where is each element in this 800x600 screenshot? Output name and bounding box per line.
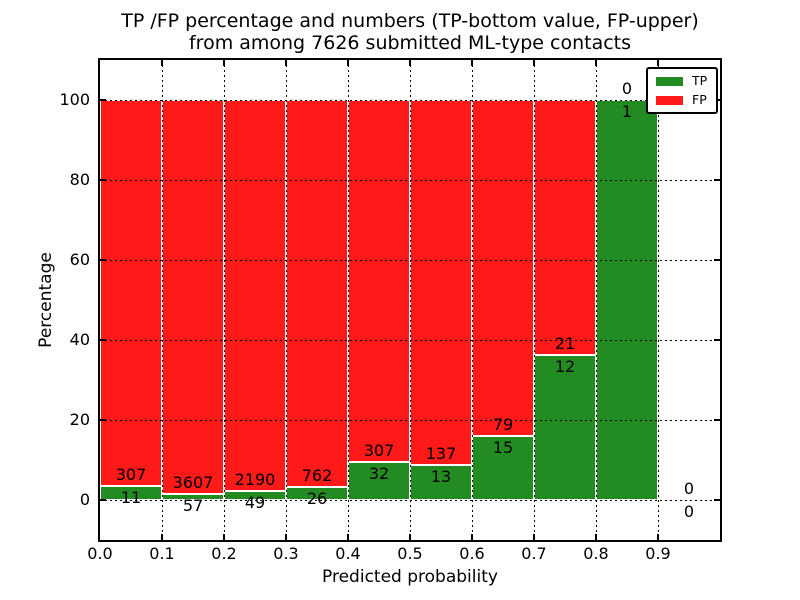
x-tick-label-0.4: 0.4 xyxy=(335,544,361,563)
x-tick-label-0.6: 0.6 xyxy=(459,544,485,563)
tick-mark-bottom xyxy=(409,534,411,540)
x-axis-label: Predicted probability xyxy=(322,567,498,587)
tick-mark-bottom xyxy=(285,534,287,540)
bar-segment-fp-0.2-0.3 xyxy=(224,100,286,492)
y-tick-label-40: 40 xyxy=(69,330,90,349)
tick-mark-left xyxy=(100,339,106,341)
tick-mark-top xyxy=(471,60,473,66)
annotation-tp-count-0.9-1.0: 0 xyxy=(683,502,695,521)
tick-mark-top xyxy=(595,60,597,66)
annotation-tp-count-0.8-0.9: 1 xyxy=(621,102,633,121)
legend-label-tp: TP xyxy=(692,73,708,88)
chart-title-line1: TP /FP percentage and numbers (TP-bottom… xyxy=(121,10,699,32)
gridline-x-0.9 xyxy=(657,60,659,540)
tick-mark-right xyxy=(714,339,720,341)
bar-segment-fp-0.4-0.5 xyxy=(348,100,410,463)
tick-mark-left xyxy=(100,179,106,181)
tick-mark-top xyxy=(223,60,225,66)
annotation-fp-count-0.2-0.3: 2190 xyxy=(234,470,276,490)
chart-title: TP /FP percentage and numbers (TP-bottom… xyxy=(100,10,720,54)
gridline-x-0.4 xyxy=(347,60,349,540)
gridline-x-0.6 xyxy=(471,60,473,540)
tick-mark-left xyxy=(100,419,106,421)
annotation-tp-count-0.4-0.5: 32 xyxy=(368,464,390,484)
tick-mark-top xyxy=(409,60,411,66)
tick-mark-left xyxy=(100,499,106,501)
tick-mark-bottom xyxy=(347,534,349,540)
plot-area: TP FP 307 11 3607 57 2190 49 762 26 307 32 137 13 79 1… xyxy=(98,58,722,542)
tick-mark-bottom xyxy=(533,534,535,540)
annotation-tp-count-0.2-0.3: 49 xyxy=(244,493,266,513)
annotation-fp-count-0.4-0.5: 307 xyxy=(363,441,395,461)
tick-mark-top xyxy=(285,60,287,66)
x-tick-label-0.1: 0.1 xyxy=(149,544,175,563)
tick-mark-right xyxy=(714,419,720,421)
gridline-x-0.5 xyxy=(409,60,411,540)
y-tick-label-0: 0 xyxy=(79,490,90,509)
bar-segment-fp-0.0-0.1 xyxy=(100,100,162,487)
annotation-tp-count-0.5-0.6: 13 xyxy=(430,467,452,487)
annotation-fp-count-0.6-0.7: 79 xyxy=(492,415,514,435)
annotation-fp-count-0.7-0.8: 21 xyxy=(554,333,576,353)
x-tick-label-0.7: 0.7 xyxy=(521,544,547,563)
x-tick-label-0.9: 0.9 xyxy=(645,544,671,563)
tick-mark-top xyxy=(657,60,659,66)
x-tick-label-0.3: 0.3 xyxy=(273,544,299,563)
legend-entry-fp: FP xyxy=(656,92,707,107)
tick-mark-left xyxy=(100,259,106,261)
bar-segment-fp-0.5-0.6 xyxy=(410,100,472,466)
annotation-tp-count-0.1-0.2: 57 xyxy=(182,495,204,515)
annotation-fp-count-0.8-0.9: 0 xyxy=(621,79,633,98)
legend: TP FP xyxy=(646,67,719,114)
chart-title-line2: from among 7626 submitted ML-type contac… xyxy=(188,32,632,54)
tick-mark-bottom xyxy=(595,534,597,540)
x-tick-label-0.0: 0.0 xyxy=(87,544,113,563)
tick-mark-bottom xyxy=(161,534,163,540)
tick-mark-left xyxy=(100,99,106,101)
legend-swatch-tp-icon xyxy=(656,76,683,86)
bar-segment-fp-0.3-0.4 xyxy=(286,100,348,487)
annotation-fp-count-0.0-0.1: 307 xyxy=(115,465,147,485)
annotation-tp-count-0.6-0.7: 15 xyxy=(492,438,514,458)
tick-mark-right xyxy=(714,179,720,181)
bar-segment-fp-0.7-0.8 xyxy=(534,100,596,355)
y-tick-label-20: 20 xyxy=(69,410,90,429)
gridline-x-0.2 xyxy=(223,60,225,540)
bar-segment-tp-0.8-0.9 xyxy=(596,100,658,500)
x-tick-label-0.8: 0.8 xyxy=(583,544,609,563)
bar-segment-fp-0.6-0.7 xyxy=(472,100,534,437)
x-tick-label-0.2: 0.2 xyxy=(211,544,237,563)
y-tick-label-100: 100 xyxy=(59,90,90,109)
legend-swatch-fp-icon xyxy=(656,95,683,105)
gridline-x-0.3 xyxy=(285,60,287,540)
x-tick-label-0.5: 0.5 xyxy=(397,544,423,563)
legend-label-fp: FP xyxy=(692,92,707,107)
tick-mark-bottom xyxy=(657,534,659,540)
tick-mark-top xyxy=(347,60,349,66)
gridline-x-0.7 xyxy=(533,60,535,540)
tick-mark-right xyxy=(714,499,720,501)
y-tick-label-60: 60 xyxy=(69,250,90,269)
annotation-tp-count-0.0-0.1: 11 xyxy=(120,488,142,508)
bar-segment-tp-0.7-0.8 xyxy=(534,354,596,500)
legend-entry-tp: TP xyxy=(656,73,708,88)
annotation-tp-count-0.7-0.8: 12 xyxy=(554,356,576,376)
bar-segment-tp-0.5-0.6 xyxy=(410,465,472,500)
tick-mark-right xyxy=(714,259,720,261)
annotation-tp-count-0.3-0.4: 26 xyxy=(306,488,328,508)
tick-mark-top xyxy=(533,60,535,66)
gridline-x-0.1 xyxy=(161,60,163,540)
y-tick-label-80: 80 xyxy=(69,170,90,189)
gridline-x-0.8 xyxy=(595,60,597,540)
annotation-fp-count-0.9-1.0: 0 xyxy=(683,479,695,498)
tick-mark-bottom xyxy=(223,534,225,540)
annotation-fp-count-0.5-0.6: 137 xyxy=(425,444,457,464)
annotation-fp-count-0.1-0.2: 3607 xyxy=(172,472,214,492)
annotation-fp-count-0.3-0.4: 762 xyxy=(301,465,333,485)
tick-mark-bottom xyxy=(471,534,473,540)
tick-mark-top xyxy=(161,60,163,66)
bar-segment-fp-0.1-0.2 xyxy=(162,100,224,494)
